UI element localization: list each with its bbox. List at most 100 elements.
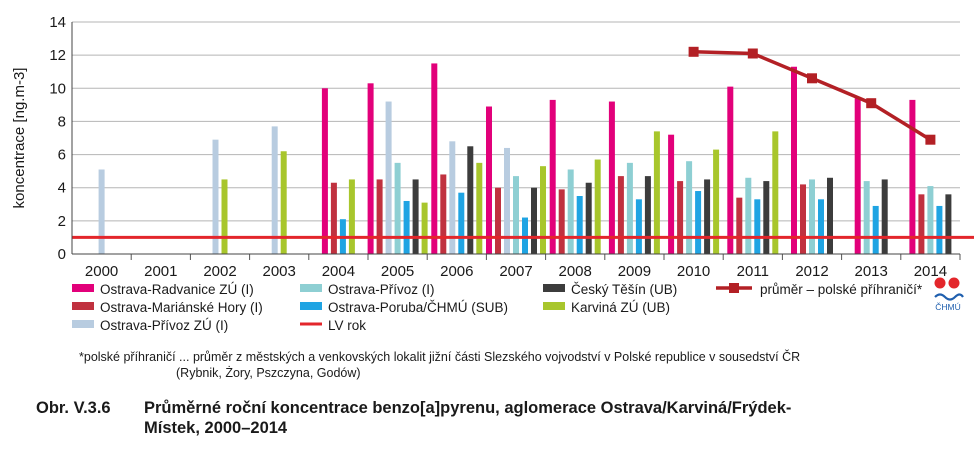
legend-item-ostrava-radvanice-z-i--label: Ostrava-Radvanice ZÚ (I): [100, 282, 254, 297]
bar-ostrava-p-voz-i--2010: [686, 161, 693, 254]
y-tick-label-12: 12: [49, 47, 66, 64]
bar-ostrava-p-voz-i--2014: [927, 186, 934, 254]
bar--esk-t-n-ub--2009: [644, 176, 651, 254]
legend-item-ostrava-mari-nsk-hory-i--label: Ostrava-Mariánské Hory (I): [100, 300, 263, 315]
bar-ostrava-radvanice-z-i--2006: [431, 63, 438, 255]
bar-karvin-z-ub--2011: [772, 131, 779, 254]
bar-ostrava-p-voz-i--2008: [567, 169, 574, 254]
legend-item-ostrava-p-voz-i--swatch: [300, 284, 322, 292]
bar-ostrava-mari-nsk-hory-i--2014: [918, 194, 925, 254]
bar--esk-t-n-ub--2011: [763, 181, 770, 254]
caption-line-2: Místek, 2000–2014: [144, 419, 288, 437]
x-tick-label-2002: 2002: [203, 263, 236, 280]
y-tick-label-6: 6: [58, 147, 66, 164]
y-tick-label-0: 0: [58, 246, 66, 263]
bar-ostrava-radvanice-z-i--2007: [486, 106, 492, 254]
bar-ostrava-poruba-hm-sub--2007: [522, 217, 528, 254]
y-tick-label-14: 14: [49, 14, 66, 31]
x-tick-label-2011: 2011: [737, 263, 769, 280]
chmu-logo: ČHMÚ: [932, 275, 964, 315]
bar-ostrava-radvanice-z-i--2005: [367, 83, 374, 254]
bar-ostrava-p-voz-z-i--2005: [385, 101, 392, 254]
bar-karvin-z-ub--2004: [348, 179, 355, 254]
bar-ostrava-p-voz-z-i--2000: [98, 169, 105, 254]
bar--esk-t-n-ub--2010: [704, 179, 711, 254]
x-tick-label-2012: 2012: [795, 263, 828, 280]
bar-karvin-z-ub--2010: [713, 149, 720, 254]
bars: [98, 63, 952, 255]
bar-ostrava-p-voz-i--2012: [809, 179, 815, 254]
bar-ostrava-mari-nsk-hory-i--2012: [800, 184, 806, 254]
chart: 0 2 4 6 8 10 12 14 koncentrace [ng.m-3] 2000 2001 2…: [11, 14, 974, 333]
bar-ostrava-radvanice-z-i--2008: [549, 99, 556, 254]
bar-ostrava-p-voz-i--2005: [394, 162, 401, 254]
legend-item-ostrava-poruba-hm-sub-: Ostrava-Poruba/ČHMÚ (SUB): [300, 300, 508, 315]
legend-item--esk-t-n-ub--swatch: [543, 284, 565, 292]
bar-ostrava-poruba-hm-sub--2013: [872, 205, 879, 254]
legend-item-ostrava-mari-nsk-hory-i-: Ostrava-Mariánské Hory (I): [72, 300, 263, 315]
y-tick-label-2: 2: [58, 213, 66, 230]
x-tick-label-2008: 2008: [559, 263, 592, 280]
bar--esk-t-n-ub--2007: [531, 187, 537, 254]
bar-ostrava-mari-nsk-hory-i--2007: [495, 187, 501, 254]
legend-item-ostrava-p-voz-z-i--swatch: [72, 320, 94, 328]
bar--esk-t-n-ub--2014: [945, 194, 952, 254]
polish-average-marker-2012: [807, 73, 817, 84]
legend: Ostrava-Radvanice ZÚ (I) Ostrava-Přívoz (…: [72, 282, 923, 333]
x-tick-label-2006: 2006: [440, 263, 473, 280]
bar-ostrava-radvanice-z-i--2011: [727, 86, 734, 254]
bar-ostrava-poruba-hm-sub--2012: [818, 199, 824, 254]
bar-ostrava-mari-nsk-hory-i--2004: [330, 182, 337, 254]
legend-item-karvin-z-ub--label: Karviná ZÚ (UB): [571, 300, 670, 315]
axes: 0 2 4 6 8 10 12 14 koncentrace [ng.m-3] 2000 2001 2…: [11, 14, 961, 280]
bar--esk-t-n-ub--2012: [827, 177, 833, 254]
polish-average-marker-2013: [866, 98, 877, 109]
x-tick-label-2010: 2010: [677, 263, 710, 280]
footnote: *polské příhraničí ... průměr z městskýc…: [79, 349, 959, 381]
logo-wave: [934, 293, 964, 301]
bar-ostrava-poruba-hm-sub--2006: [458, 192, 465, 254]
legend-item--esk-t-n-ub--label: Český Těšín (UB): [571, 282, 677, 297]
y-tick-label-4: 4: [58, 180, 66, 197]
x-tick-label-2003: 2003: [263, 263, 296, 280]
y-axis-title: koncentrace [ng.m-3]: [11, 68, 28, 209]
bar-ostrava-p-voz-z-i--2002: [212, 139, 219, 254]
bar-ostrava-poruba-hm-sub--2009: [635, 199, 642, 254]
bar-ostrava-radvanice-z-i--2010: [668, 134, 675, 254]
bar--esk-t-n-ub--2008: [585, 182, 592, 254]
legend-item-lv-rok-label: LV rok: [328, 318, 366, 333]
bar-karvin-z-ub--2002: [221, 179, 228, 254]
bar-ostrava-poruba-hm-sub--2014: [936, 205, 943, 254]
legend-item-ostrava-p-voz-i-: Ostrava-Přívoz (I): [300, 282, 435, 297]
caption-prefix: Obr. V.3.6: [36, 399, 111, 417]
bar-ostrava-radvanice-z-i--2014: [909, 99, 916, 254]
x-tick-label-2001: 2001: [144, 263, 177, 280]
legend-item-lv-rok: LV rok: [300, 318, 366, 333]
bar-ostrava-radvanice-z-i--2004: [321, 88, 328, 254]
x-tick-label-2004: 2004: [322, 263, 355, 280]
bar--esk-t-n-ub--2013: [881, 179, 888, 254]
bar-ostrava-radvanice-z-i--2012: [791, 66, 797, 255]
legend-item-ostrava-radvanice-z-i--swatch: [72, 284, 94, 292]
legend-item-ostrava-p-voz-i--label: Ostrava-Přívoz (I): [328, 282, 435, 297]
legend-item-ostrava-poruba-hm-sub--swatch: [300, 302, 322, 310]
legend-item-ostrava-p-voz-z-i--label: Ostrava-Přívoz ZÚ (I): [100, 318, 228, 333]
bar-ostrava-mari-nsk-hory-i--2011: [736, 197, 743, 254]
logo-dot-right: [948, 277, 960, 289]
bar-ostrava-mari-nsk-hory-i--2009: [617, 176, 624, 254]
bar-ostrava-radvanice-z-i--2009: [608, 101, 615, 254]
bar-ostrava-poruba-hm-sub--2008: [576, 196, 583, 254]
footnote-line-1: *polské příhraničí ... průměr z městskýc…: [79, 350, 801, 364]
polish-average-marker-2014: [925, 134, 936, 145]
x-tick-label-2005: 2005: [381, 263, 414, 280]
legend-item-karvin-z-ub--swatch: [543, 302, 565, 310]
x-tick-label-2013: 2013: [855, 263, 888, 280]
legend-item-pr-m-r-polsk-p-hrani--marker: [729, 283, 739, 293]
bar-ostrava-poruba-hm-sub--2005: [403, 200, 410, 254]
legend-item-karvin-z-ub-: Karviná ZÚ (UB): [543, 300, 670, 315]
bar-karvin-z-ub--2007: [540, 166, 546, 254]
bar-ostrava-p-voz-i--2013: [863, 181, 870, 254]
logo-text: ČHMÚ: [935, 302, 961, 312]
x-tick-label-2000: 2000: [85, 263, 118, 280]
bar-ostrava-mari-nsk-hory-i--2008: [558, 189, 565, 254]
